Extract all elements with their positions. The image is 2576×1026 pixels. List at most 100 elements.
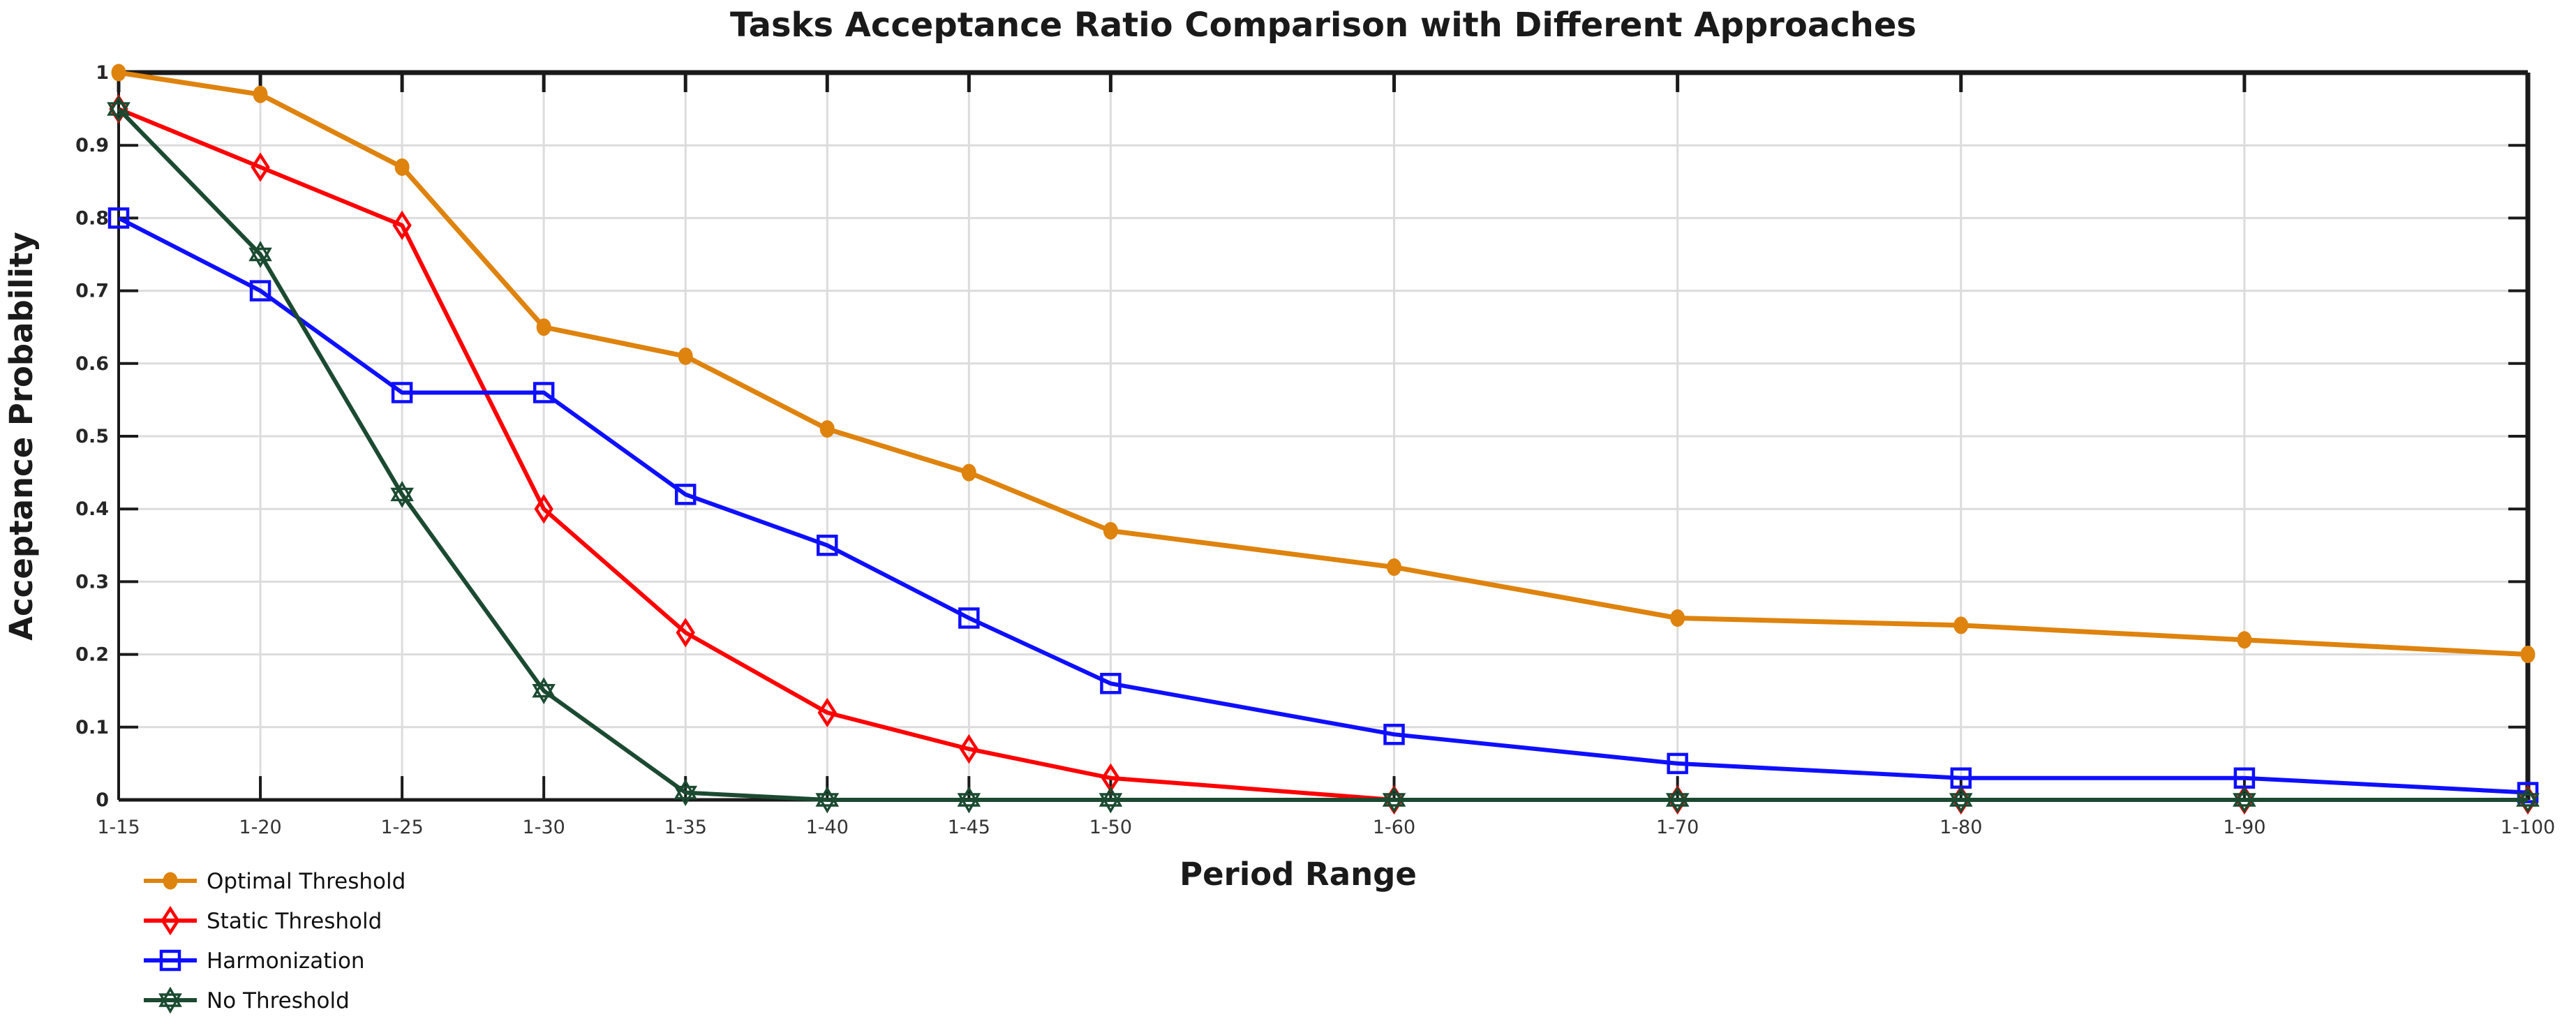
x-tick-label: 1-35 xyxy=(664,817,707,838)
data-point-circle xyxy=(2237,631,2252,649)
x-tick-label: 1-70 xyxy=(1656,817,1699,838)
data-point-star xyxy=(532,677,556,698)
data-point-circle xyxy=(1670,609,1685,627)
data-point-circle xyxy=(1953,616,1969,634)
series-optimal-threshold xyxy=(111,64,2536,664)
data-point-circle xyxy=(1387,558,1402,577)
data-point-circle xyxy=(253,85,268,103)
legend-label: Static Threshold xyxy=(207,909,382,934)
data-point-diamond xyxy=(959,734,979,764)
data-point-diamond xyxy=(161,905,180,936)
data-point-circle xyxy=(536,318,551,336)
data-point-square xyxy=(958,607,980,629)
y-tick-label: 0.8 xyxy=(75,207,109,229)
data-point-star xyxy=(1099,793,1123,814)
series-line xyxy=(117,216,2529,795)
data-point-square xyxy=(1667,752,1688,775)
data-point-star xyxy=(248,241,272,262)
data-point-star xyxy=(1382,786,1406,807)
data-point-star xyxy=(1949,786,1973,807)
legend-label: Optimal Threshold xyxy=(207,869,405,894)
tick-label-layer: 0 0.1 0.2 0.3 0.4 0.5 0.6 0.7 0.8 0.9 1 1-15 1-20 1-2… xyxy=(75,62,2555,838)
data-point-square xyxy=(1100,673,1122,694)
series-line xyxy=(117,107,2528,802)
data-point-diamond xyxy=(251,152,270,182)
data-point-star xyxy=(390,487,414,508)
data-point-star xyxy=(673,779,698,800)
data-point-circle xyxy=(2520,646,2536,664)
x-axis-label: Period Range xyxy=(1179,856,1417,893)
data-point-square xyxy=(107,207,130,229)
data-point-star xyxy=(815,786,840,807)
y-tick-label: 0.3 xyxy=(75,571,109,593)
legend-item-no-threshold: No Threshold xyxy=(144,986,350,1014)
data-point-circle xyxy=(819,420,835,438)
data-point-circle xyxy=(1103,521,1118,540)
data-point-star xyxy=(957,793,981,814)
chart-title: Tasks Acceptance Ratio Comparison with D… xyxy=(730,6,1916,45)
y-axis-label: Acceptance Probability xyxy=(3,232,40,641)
series-harmonization xyxy=(107,207,2539,803)
data-point-diamond xyxy=(817,697,837,728)
y-tick-label: 0.2 xyxy=(75,644,109,666)
data-point-diamond xyxy=(534,494,553,524)
data-point-star xyxy=(2516,786,2540,807)
data-point-square xyxy=(1383,723,1405,745)
data-point-star xyxy=(532,684,556,705)
legend-item-static-threshold: Static Threshold xyxy=(144,905,382,936)
data-point-star xyxy=(107,102,131,123)
data-point-square xyxy=(817,535,838,556)
data-point-star xyxy=(158,986,182,1007)
y-tick-label: 0.9 xyxy=(75,135,109,156)
data-point-star xyxy=(248,247,272,268)
data-point-star xyxy=(815,793,840,814)
data-point-star xyxy=(1949,793,1973,814)
data-point-diamond xyxy=(676,618,695,648)
x-tick-label: 1-40 xyxy=(806,817,849,838)
y-tick-label: 0 xyxy=(96,789,109,811)
y-tick-label: 1 xyxy=(96,62,109,84)
series-line xyxy=(117,107,2528,802)
y-tick-label: 0.4 xyxy=(75,498,109,520)
x-tick-label: 1-15 xyxy=(97,817,140,838)
x-tick-label: 1-45 xyxy=(948,817,990,838)
data-point-star xyxy=(390,480,414,502)
x-tick-label: 1-20 xyxy=(239,817,281,838)
x-tick-label: 1-100 xyxy=(2501,817,2555,838)
series-no-threshold xyxy=(107,95,2540,814)
data-point-star xyxy=(673,785,698,807)
data-point-diamond xyxy=(392,210,412,240)
data-point-circle xyxy=(111,64,126,82)
data-point-square xyxy=(249,280,271,302)
data-point-star xyxy=(1665,786,1690,807)
x-tick-label: 1-30 xyxy=(523,817,565,838)
legend-item-optimal-threshold: Optimal Threshold xyxy=(144,869,405,894)
data-point-circle xyxy=(163,872,178,890)
data-point-star xyxy=(1382,793,1406,814)
data-point-star xyxy=(1099,786,1123,807)
y-tick-label: 0.6 xyxy=(75,353,109,375)
legend-label: Harmonization xyxy=(207,949,365,974)
series-static-threshold xyxy=(109,94,2538,815)
data-point-square xyxy=(533,382,555,403)
legend-item-harmonization: Harmonization xyxy=(144,949,365,974)
x-tick-label: 1-25 xyxy=(380,817,423,838)
data-point-star xyxy=(2233,786,2256,807)
y-tick-label: 0.5 xyxy=(75,426,109,447)
data-point-square xyxy=(674,484,697,505)
data-point-circle xyxy=(394,158,410,176)
y-tick-label: 0.7 xyxy=(75,281,109,302)
grid-layer xyxy=(119,73,2528,800)
data-point-star xyxy=(2516,793,2540,814)
x-tick-label: 1-80 xyxy=(1940,817,1982,838)
data-point-circle xyxy=(678,347,693,365)
data-point-star xyxy=(1665,793,1690,814)
data-point-square xyxy=(391,382,413,403)
x-tick-label: 1-90 xyxy=(2223,817,2265,838)
data-point-star xyxy=(957,786,981,807)
data-point-star xyxy=(158,993,182,1014)
y-tick-label: 0.1 xyxy=(75,717,109,738)
legend-label: No Threshold xyxy=(207,988,350,1013)
x-tick-label: 1-50 xyxy=(1089,817,1132,838)
